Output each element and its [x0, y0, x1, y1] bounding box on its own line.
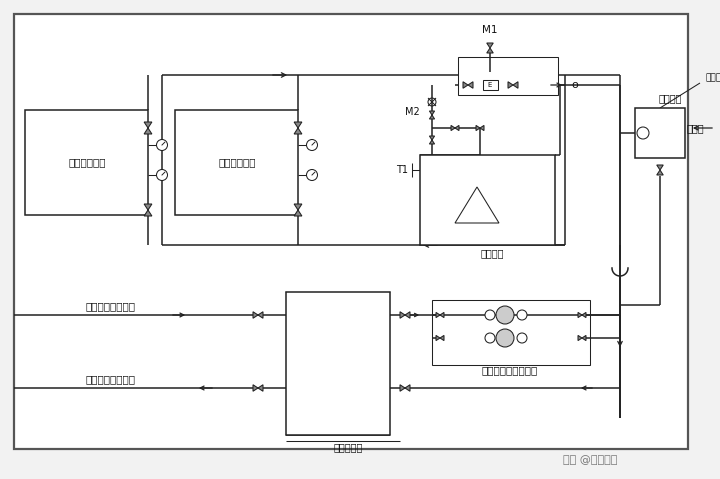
- Circle shape: [485, 333, 495, 343]
- Text: 补水管: 补水管: [687, 123, 705, 133]
- Polygon shape: [508, 82, 513, 88]
- Polygon shape: [440, 312, 444, 318]
- Polygon shape: [429, 140, 435, 144]
- Polygon shape: [480, 125, 484, 131]
- Polygon shape: [144, 204, 152, 210]
- Polygon shape: [405, 312, 410, 318]
- Text: 膨胀水箱: 膨胀水箱: [658, 93, 682, 103]
- Polygon shape: [436, 335, 440, 341]
- Polygon shape: [429, 115, 435, 119]
- Polygon shape: [487, 43, 493, 48]
- Polygon shape: [468, 82, 473, 88]
- Polygon shape: [429, 111, 435, 115]
- Text: E: E: [488, 82, 492, 88]
- Polygon shape: [258, 312, 263, 318]
- Polygon shape: [294, 122, 302, 128]
- Polygon shape: [582, 335, 586, 341]
- Text: 板式换热器: 板式换热器: [333, 442, 363, 452]
- Text: 生活热水一次循环泵: 生活热水一次循环泵: [482, 365, 538, 375]
- Circle shape: [307, 170, 318, 181]
- Polygon shape: [440, 335, 444, 341]
- Circle shape: [156, 170, 168, 181]
- Text: M2: M2: [405, 107, 420, 117]
- Text: 泳池水循环出水管: 泳池水循环出水管: [85, 374, 135, 384]
- Bar: [420, 155, 555, 245]
- Polygon shape: [258, 385, 263, 391]
- Polygon shape: [513, 82, 518, 88]
- Polygon shape: [455, 125, 459, 131]
- Polygon shape: [451, 125, 455, 131]
- Bar: [286, 292, 390, 435]
- Polygon shape: [578, 312, 582, 318]
- Circle shape: [517, 310, 527, 320]
- Polygon shape: [487, 48, 493, 53]
- Bar: [458, 57, 558, 95]
- Circle shape: [156, 139, 168, 150]
- Polygon shape: [436, 312, 440, 318]
- Polygon shape: [400, 385, 405, 391]
- Bar: [482, 80, 498, 90]
- Polygon shape: [657, 170, 663, 175]
- Text: o: o: [572, 80, 578, 90]
- Circle shape: [496, 306, 514, 324]
- Polygon shape: [144, 210, 152, 216]
- Polygon shape: [657, 165, 663, 170]
- Text: T1: T1: [396, 165, 408, 175]
- Circle shape: [496, 329, 514, 347]
- Bar: [635, 108, 685, 158]
- Text: M1: M1: [482, 25, 498, 35]
- Polygon shape: [429, 136, 435, 140]
- Circle shape: [637, 127, 649, 139]
- Polygon shape: [405, 385, 410, 391]
- Polygon shape: [294, 128, 302, 134]
- Circle shape: [517, 333, 527, 343]
- Text: 膨胀水箱: 膨胀水箱: [705, 73, 720, 82]
- Polygon shape: [144, 122, 152, 128]
- Polygon shape: [253, 385, 258, 391]
- Bar: [25, 110, 148, 215]
- Circle shape: [485, 310, 495, 320]
- Polygon shape: [582, 312, 586, 318]
- Text: 头条 @暖通南社: 头条 @暖通南社: [563, 455, 617, 465]
- Text: 热泵热水机组: 热泵热水机组: [218, 158, 256, 168]
- Text: 热泵热水机组: 热泵热水机组: [68, 158, 106, 168]
- Polygon shape: [463, 82, 468, 88]
- Polygon shape: [294, 204, 302, 210]
- Polygon shape: [578, 335, 582, 341]
- Circle shape: [307, 139, 318, 150]
- Text: 电加热器: 电加热器: [480, 248, 504, 258]
- Bar: [432, 300, 590, 365]
- Polygon shape: [144, 128, 152, 134]
- Polygon shape: [455, 187, 499, 223]
- Text: 泳池水循环进水管: 泳池水循环进水管: [85, 301, 135, 311]
- Polygon shape: [400, 312, 405, 318]
- Polygon shape: [476, 125, 480, 131]
- Polygon shape: [294, 210, 302, 216]
- Polygon shape: [253, 312, 258, 318]
- Bar: [175, 110, 298, 215]
